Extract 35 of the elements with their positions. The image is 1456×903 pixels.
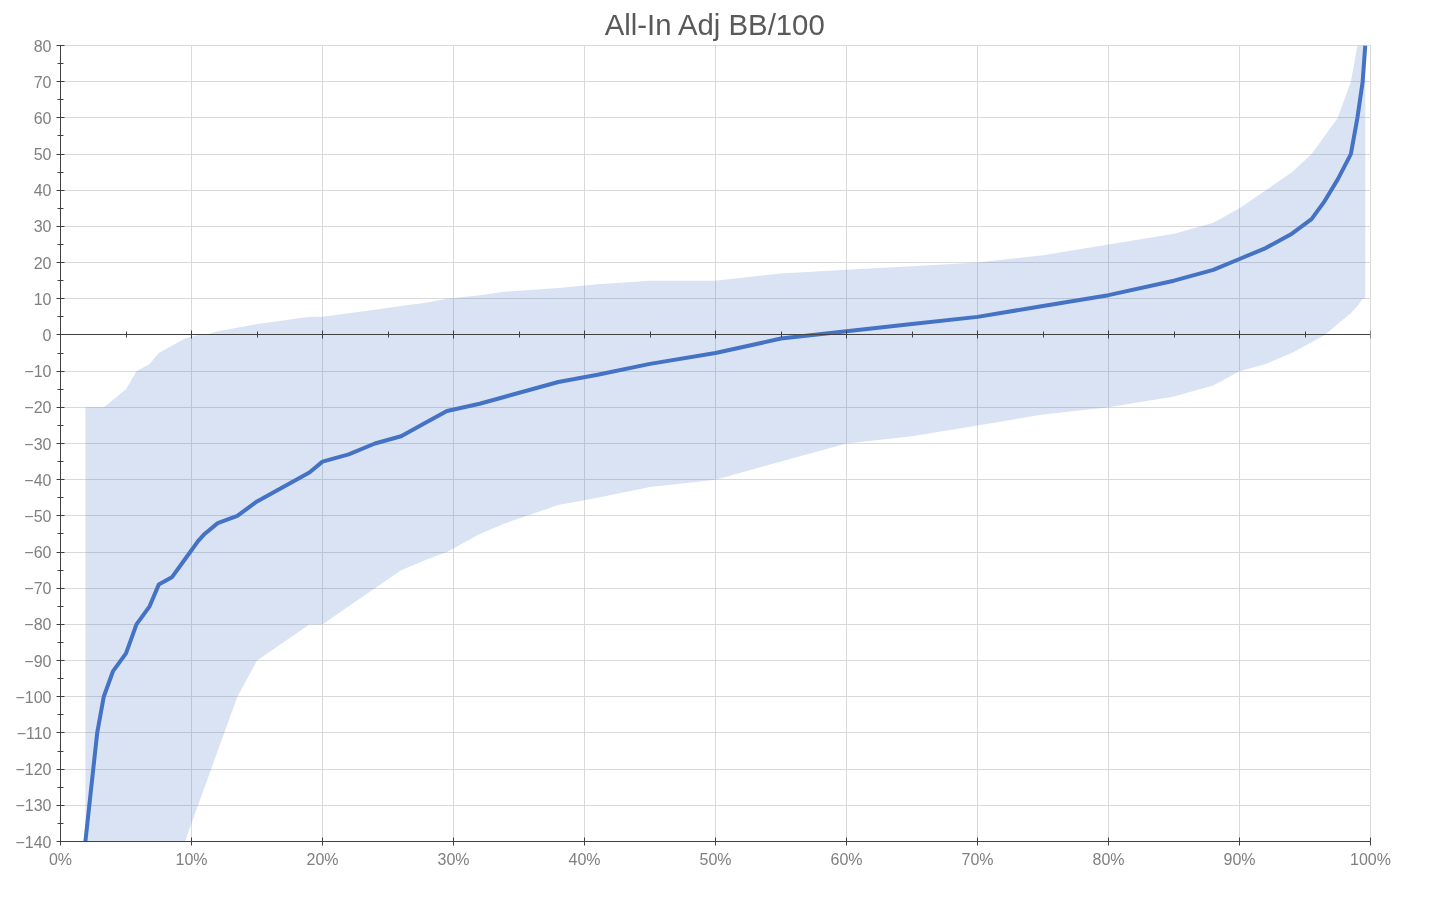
x-tick-label: 50%	[699, 850, 732, 868]
y-tick-label: −30	[24, 435, 52, 453]
y-tick-label: −120	[15, 761, 52, 779]
y-tick-label: 20	[33, 254, 52, 272]
y-tick-label: 80	[33, 37, 52, 55]
x-tick-label: 60%	[830, 850, 863, 868]
y-tick-label: 70	[33, 73, 52, 91]
chart-title: All-In Adj BB/100	[604, 7, 825, 41]
x-tick-label: 0%	[48, 850, 73, 868]
y-tick-label: 60	[33, 109, 52, 127]
y-tick-label: 0	[42, 326, 52, 344]
y-tick-label: −70	[24, 580, 52, 598]
y-tick-label: −20	[24, 399, 52, 417]
y-tick-label: −110	[16, 724, 52, 742]
y-tick-label: −130	[15, 797, 52, 815]
y-tick-label: 50	[33, 146, 52, 164]
y-tick-label: −100	[15, 688, 52, 706]
y-tick-label: −140	[15, 833, 52, 851]
y-tick-label: −80	[24, 616, 52, 634]
x-tick-label: 70%	[961, 850, 994, 868]
y-tick-label: −10	[24, 363, 52, 381]
x-tick-label: 10%	[175, 850, 208, 868]
x-tick-label: 40%	[568, 850, 601, 868]
y-tick-label: −60	[24, 544, 52, 562]
x-tick-label: 100%	[1350, 850, 1391, 868]
y-tick-label: 40	[33, 182, 52, 200]
x-tick-label: 80%	[1092, 850, 1125, 868]
y-tick-label: −40	[24, 471, 52, 489]
y-tick-label: −90	[24, 652, 52, 670]
y-tick-label: 30	[33, 218, 52, 236]
y-tick-label: −50	[24, 507, 52, 525]
x-tick-label: 30%	[437, 850, 470, 868]
x-tick-label: 20%	[306, 850, 339, 868]
y-tick-label: 10	[33, 290, 52, 308]
x-tick-label: 90%	[1223, 850, 1256, 868]
